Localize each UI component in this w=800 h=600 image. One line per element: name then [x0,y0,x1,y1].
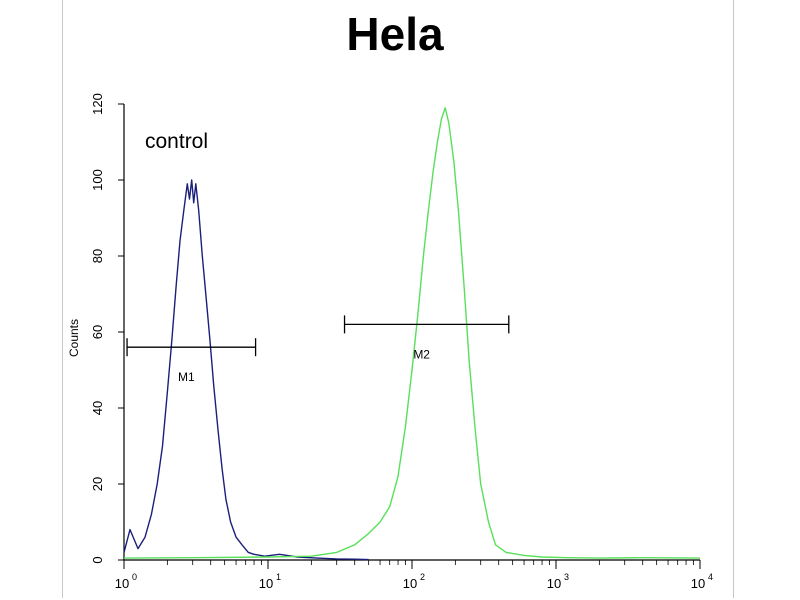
series-layer [123,107,701,561]
x-ticks: 10 0 10 1 10 2 10 3 10 4 [115,560,713,591]
marker-m2: M2 [343,315,510,361]
y-ticks: 0 20 40 60 80 100 120 [90,93,124,564]
y-tick-label: 20 [90,477,105,491]
x-tick-label: 10 [691,576,705,591]
chart-title: Hela [346,8,444,60]
series-line-2 [123,107,701,559]
y-tick-label: 120 [90,93,105,115]
x-tick-label: 10 [403,576,417,591]
y-tick-label: 0 [90,556,105,563]
x-tick-exponent: 4 [708,572,713,582]
x-tick-label: 10 [115,576,129,591]
x-tick-label: 10 [259,576,273,591]
x-tick-label: 10 [547,576,561,591]
y-axis-title: Counts [67,319,81,357]
x-tick-exponent: 2 [420,572,425,582]
y-tick-label: 80 [90,249,105,263]
y-tick-label: 60 [90,325,105,339]
control-annotation: control [145,130,208,153]
marker-layer: M1 M2 [126,315,510,384]
x-tick-exponent: 3 [564,572,569,582]
marker-m1: M1 [126,338,257,384]
marker-label: M2 [413,347,430,361]
marker-label: M1 [178,370,195,384]
plot-frame [62,0,734,598]
y-tick-label: 100 [90,169,105,191]
y-tick-label: 40 [90,401,105,415]
x-tick-exponent: 1 [276,572,281,582]
x-tick-exponent: 0 [132,572,137,582]
series-line-1 [123,179,369,561]
